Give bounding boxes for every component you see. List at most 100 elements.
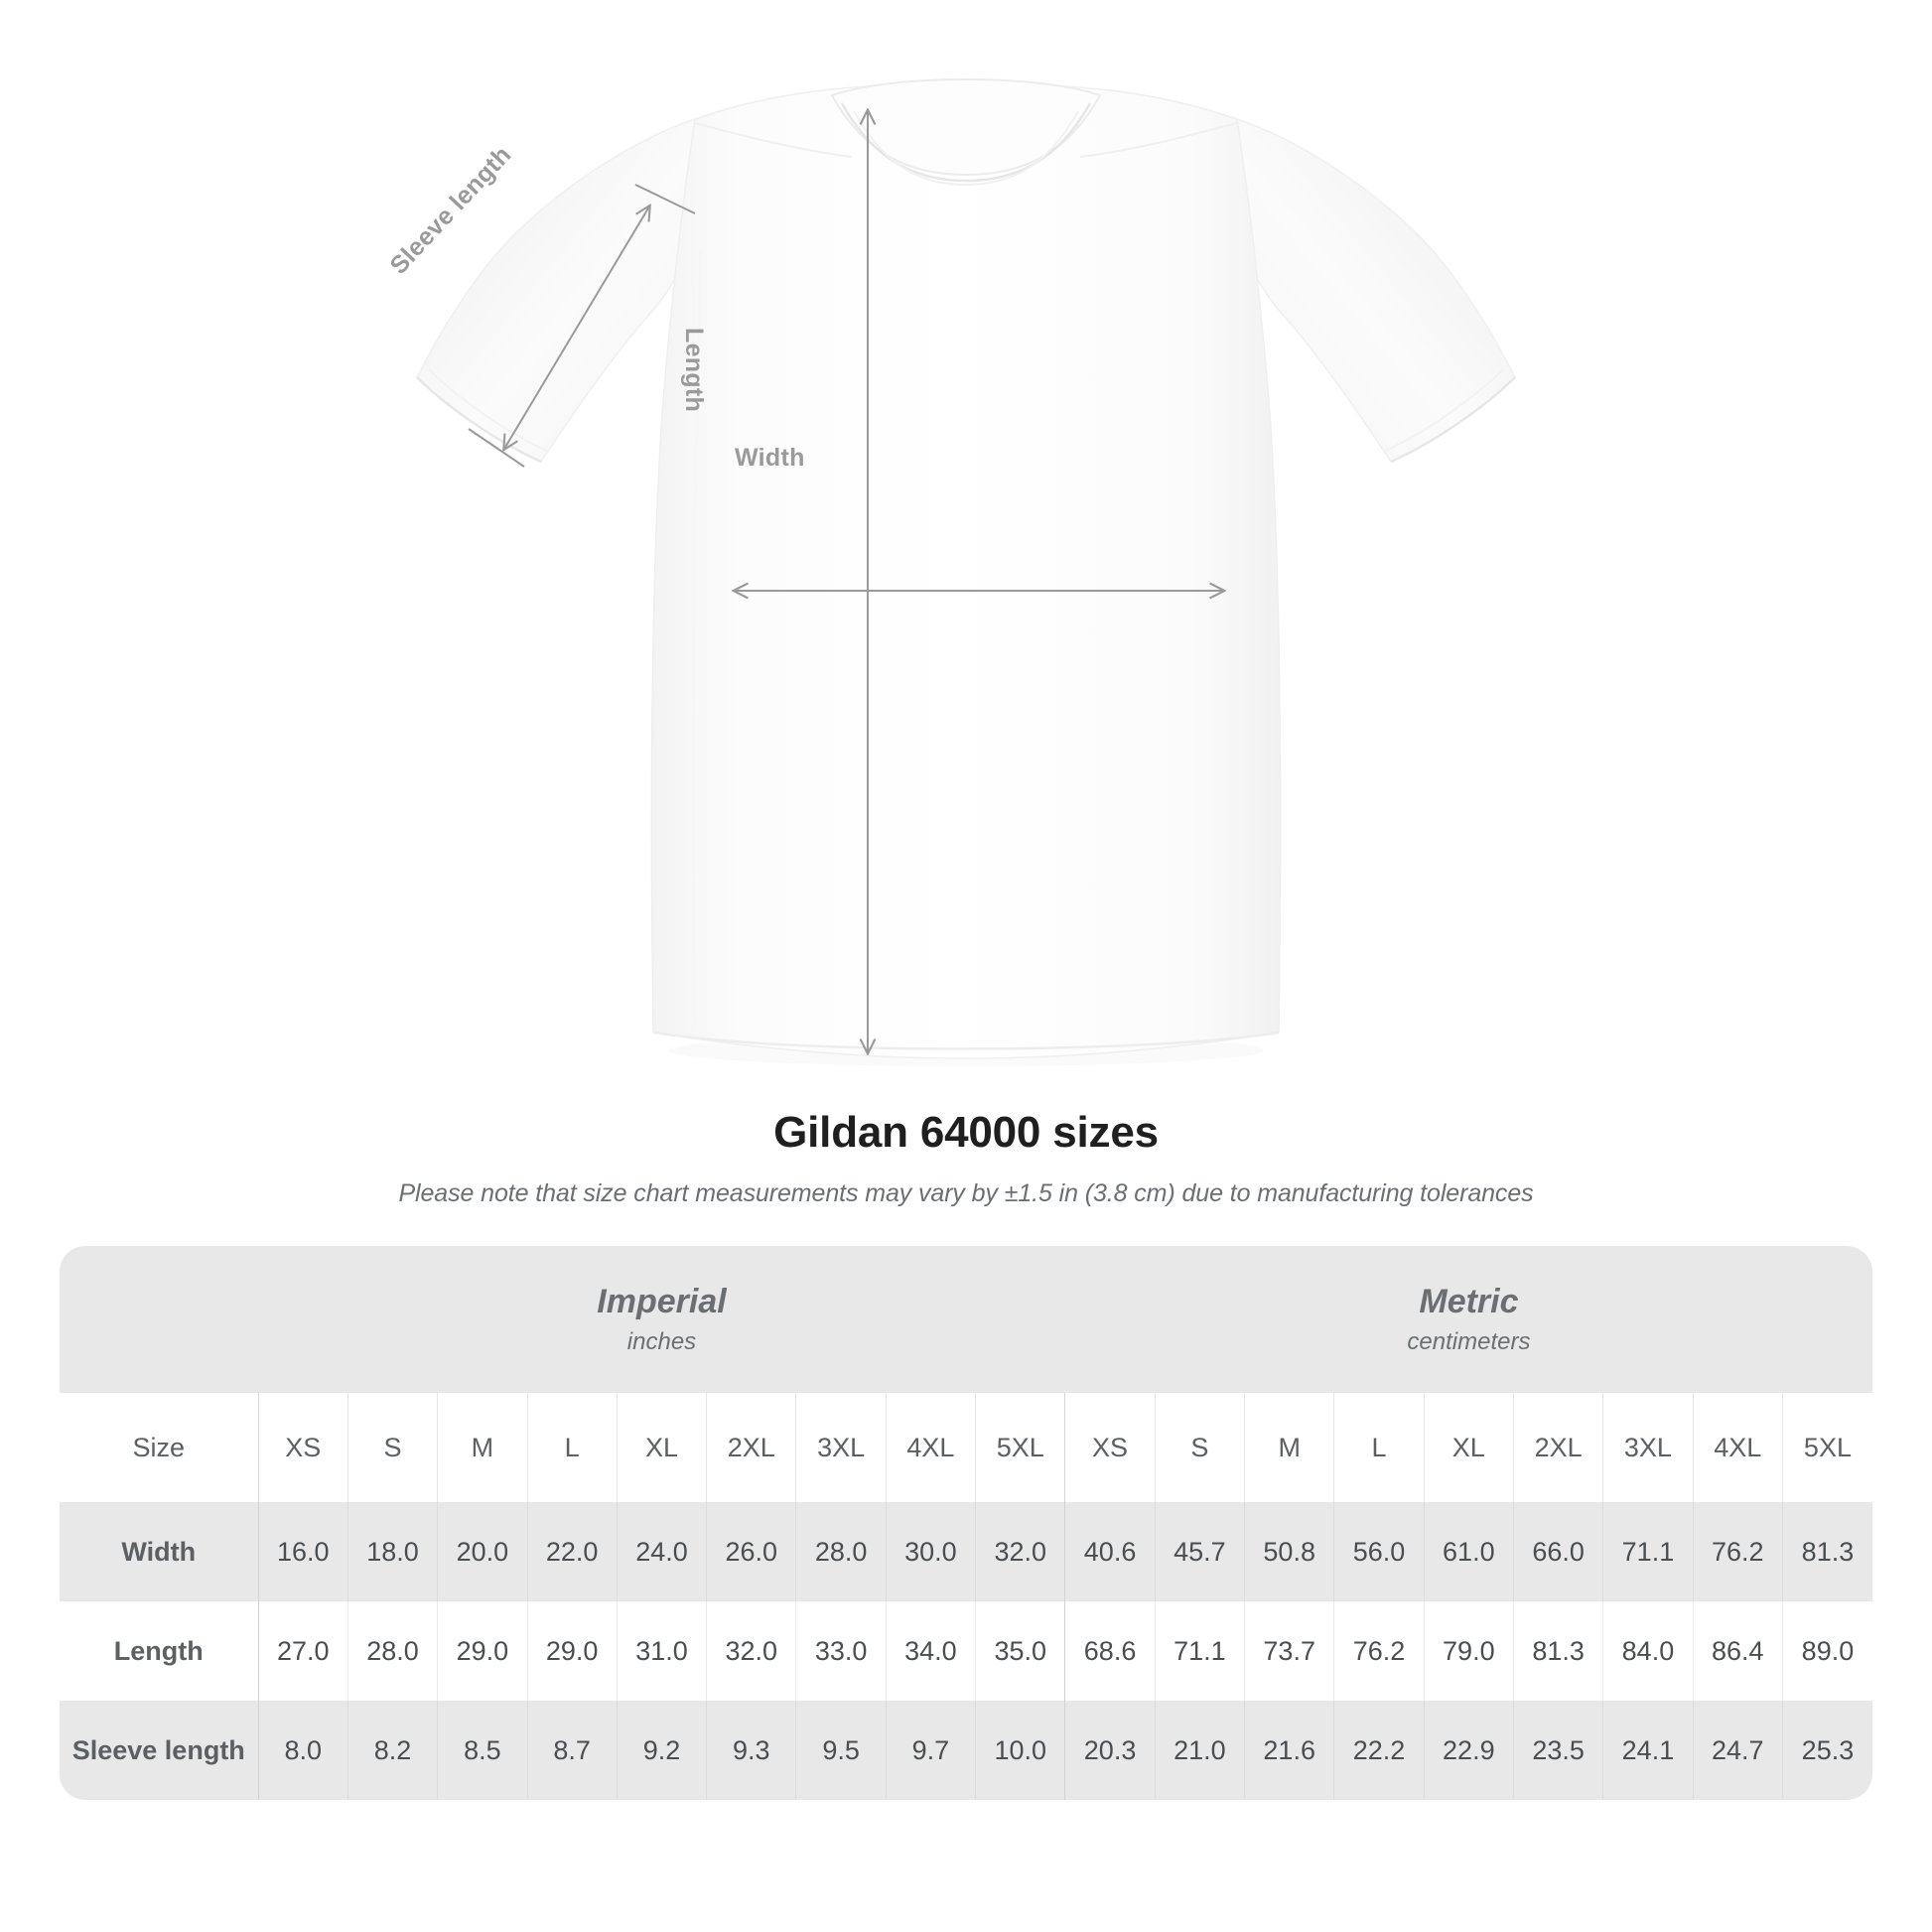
cell-length-imperial-5xl: 35.0: [975, 1601, 1065, 1701]
sleeve-tick-top: [634, 184, 696, 214]
cell-width-imperial-xl: 24.0: [616, 1502, 707, 1601]
left-shoulder-seam: [694, 122, 853, 158]
row-label-length: Length: [60, 1601, 259, 1701]
table-corner-cell: [60, 1246, 259, 1393]
cell-length-imperial-2xl: 32.0: [706, 1601, 796, 1701]
cell-length-imperial-s: 28.0: [346, 1601, 438, 1701]
size-header-cell-metric-xl: XL: [1423, 1393, 1514, 1502]
cell-sleeve-length-metric-3xl: 24.1: [1602, 1701, 1694, 1800]
unit-system-header-metric: Metric centimeters: [1064, 1246, 1872, 1393]
cell-sleeve-length-metric-m: 21.6: [1244, 1701, 1334, 1800]
cell-sleeve-length-metric-xs: 20.3: [1064, 1701, 1156, 1800]
cell-length-imperial-xl: 31.0: [616, 1601, 707, 1701]
fold-right: [1229, 247, 1241, 1024]
cell-width-metric-4xl: 76.2: [1692, 1502, 1783, 1601]
page-title: Gildan 64000 sizes: [773, 1108, 1159, 1157]
cell-sleeve-length-imperial-3xl: 9.5: [795, 1701, 887, 1800]
cell-sleeve-length-imperial-4xl: 9.7: [885, 1701, 976, 1800]
width-label: Width: [735, 444, 805, 472]
right-sleeve: [1236, 117, 1516, 463]
size-header-cell-imperial-3xl: 3XL: [795, 1393, 887, 1502]
chart-heading-block: Gildan 64000 sizes Please note that size…: [0, 1108, 1932, 1208]
right-shoulder-seam: [1079, 122, 1238, 158]
cell-width-metric-s: 45.7: [1154, 1502, 1245, 1601]
size-chart-table: Imperial inches Metric centimeters Size XS S M L…: [60, 1246, 1872, 1800]
size-header-cell-imperial-m: M: [437, 1393, 527, 1502]
size-header-cell-metric-2xl: 2XL: [1512, 1393, 1603, 1502]
bottom-hem: [654, 1031, 1280, 1050]
collar-band: [830, 77, 1102, 177]
cell-length-metric-4xl: 86.4: [1692, 1601, 1783, 1701]
neckline-stitch: [853, 110, 1079, 187]
size-header-cell-metric-s: S: [1154, 1393, 1245, 1502]
cell-width-metric-l: 56.0: [1333, 1502, 1425, 1601]
size-header-label: Size: [60, 1393, 259, 1502]
unit-system-unit: inches: [626, 1328, 697, 1356]
cell-sleeve-length-metric-4xl: 24.7: [1692, 1701, 1783, 1800]
cell-width-imperial-2xl: 26.0: [706, 1502, 796, 1601]
sleeve-tick-bottom: [468, 428, 525, 468]
cell-width-metric-xl: 61.0: [1423, 1502, 1514, 1601]
cell-length-metric-xs: 68.6: [1064, 1601, 1156, 1701]
cell-width-metric-xs: 40.6: [1064, 1502, 1156, 1601]
size-header-cell-imperial-l: L: [526, 1393, 618, 1502]
left-sleeve-hem: [416, 376, 542, 464]
size-header-cell-metric-5xl: 5XL: [1781, 1393, 1872, 1502]
cell-length-metric-5xl: 89.0: [1781, 1601, 1872, 1701]
fold-left: [691, 247, 703, 1024]
size-header-cell-metric-3xl: 3XL: [1602, 1393, 1694, 1502]
cell-width-imperial-m: 20.0: [437, 1502, 527, 1601]
cell-length-imperial-xs: 27.0: [257, 1601, 348, 1701]
cell-sleeve-length-imperial-2xl: 9.3: [706, 1701, 796, 1800]
cell-length-imperial-m: 29.0: [437, 1601, 527, 1701]
size-header-cell-imperial-xs: XS: [257, 1393, 348, 1502]
table-row: Sleeve length 8.0 8.2 8.5 8.7 9.2 9.3 9.5 9.7 10.…: [60, 1701, 1872, 1800]
tshirt-measurement-diagram: Sleeve length Length Width: [384, 77, 1516, 1059]
cell-length-imperial-4xl: 34.0: [885, 1601, 976, 1701]
length-label: Length: [680, 328, 708, 413]
cell-width-imperial-4xl: 30.0: [885, 1502, 976, 1601]
row-label-sleeve-length: Sleeve length: [60, 1701, 259, 1800]
cell-length-metric-3xl: 84.0: [1602, 1601, 1694, 1701]
unit-system-name: Metric: [1419, 1282, 1519, 1320]
cell-length-imperial-3xl: 33.0: [795, 1601, 887, 1701]
cell-length-metric-m: 73.7: [1244, 1601, 1334, 1701]
cell-sleeve-length-imperial-xs: 8.0: [257, 1701, 348, 1800]
cell-width-metric-3xl: 71.1: [1602, 1502, 1694, 1601]
cell-length-imperial-l: 29.0: [526, 1601, 618, 1701]
unit-system-header-imperial: Imperial inches: [258, 1246, 1065, 1393]
size-header-cell-imperial-5xl: 5XL: [975, 1393, 1065, 1502]
cell-length-metric-l: 76.2: [1333, 1601, 1425, 1701]
size-header-cell-metric-m: M: [1244, 1393, 1334, 1502]
cell-length-metric-s: 71.1: [1154, 1601, 1245, 1701]
shirt-body: [650, 82, 1282, 1059]
size-header-cell-imperial-s: S: [346, 1393, 438, 1502]
cell-width-metric-2xl: 66.0: [1512, 1502, 1603, 1601]
cell-width-imperial-xs: 16.0: [257, 1502, 348, 1601]
cell-sleeve-length-imperial-m: 8.5: [437, 1701, 527, 1800]
row-label-width: Width: [60, 1502, 259, 1601]
cell-sleeve-length-metric-l: 22.2: [1333, 1701, 1425, 1800]
tshirt-illustration: [416, 77, 1516, 1059]
cell-width-imperial-5xl: 32.0: [975, 1502, 1065, 1601]
cell-sleeve-length-metric-5xl: 25.3: [1781, 1701, 1872, 1800]
tolerance-note: Please note that size chart measurements…: [398, 1179, 1534, 1207]
cell-sleeve-length-imperial-5xl: 10.0: [975, 1701, 1065, 1800]
cell-width-imperial-l: 22.0: [526, 1502, 618, 1601]
cell-sleeve-length-metric-s: 21.0: [1154, 1701, 1245, 1800]
cell-width-metric-5xl: 81.3: [1781, 1502, 1872, 1601]
cell-sleeve-length-metric-xl: 22.9: [1423, 1701, 1514, 1800]
cell-sleeve-length-metric-2xl: 23.5: [1512, 1701, 1603, 1800]
table-row: Length 27.0 28.0 29.0 29.0 31.0 32.0 33.0 34.0 35…: [60, 1601, 1872, 1701]
size-table-container: Imperial inches Metric centimeters Size XS S M L…: [0, 1246, 1932, 1800]
left-sleeve: [416, 117, 696, 463]
cell-width-imperial-s: 18.0: [346, 1502, 438, 1601]
cell-length-metric-xl: 79.0: [1423, 1601, 1514, 1701]
cell-width-metric-m: 50.8: [1244, 1502, 1334, 1601]
cell-width-imperial-3xl: 28.0: [795, 1502, 887, 1601]
cell-sleeve-length-imperial-l: 8.7: [526, 1701, 618, 1800]
right-sleeve-cuff-line: [1382, 368, 1504, 453]
size-header-cell-imperial-2xl: 2XL: [706, 1393, 796, 1502]
size-header-cell-metric-4xl: 4XL: [1692, 1393, 1783, 1502]
sleeve-measure-line: [504, 207, 649, 449]
